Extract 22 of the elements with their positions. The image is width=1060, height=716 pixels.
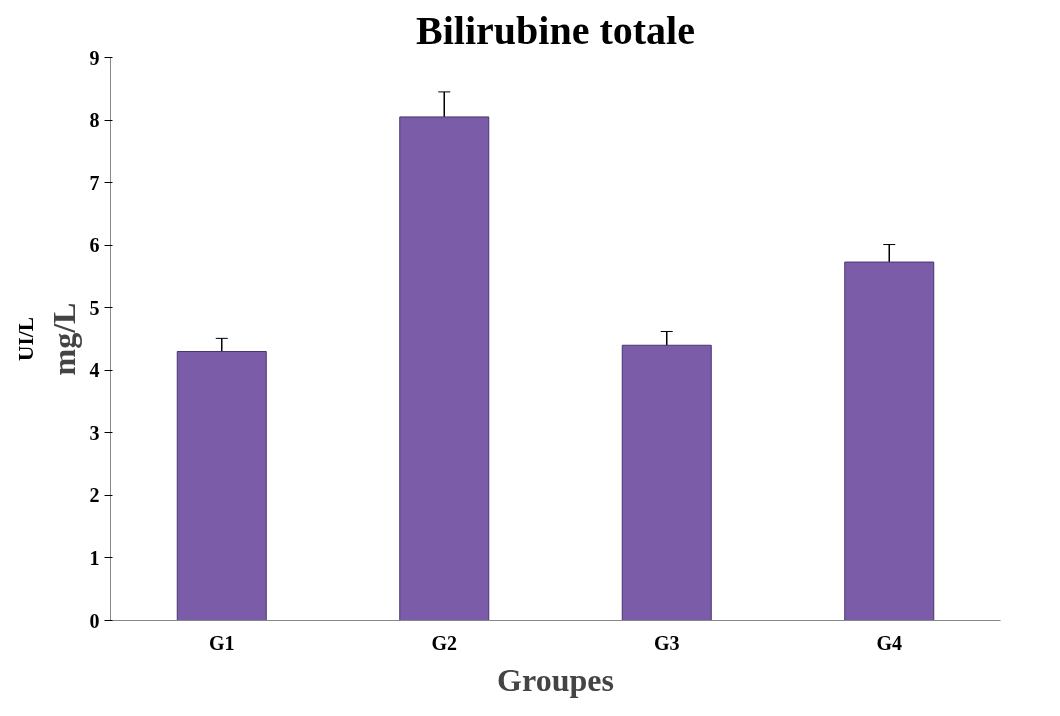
bar	[621, 344, 712, 621]
y-tick-label: 7	[89, 171, 100, 194]
x-axis-title: Groupes	[497, 661, 614, 698]
y-tick-label: 9	[89, 46, 100, 69]
y-tick-label: 3	[89, 421, 100, 444]
y-tick-label: 0	[89, 609, 100, 632]
bar	[844, 261, 935, 621]
bar	[176, 351, 267, 621]
x-tick-label: G1	[208, 631, 235, 654]
y-tick-label: 1	[89, 546, 100, 569]
y-axis-title: mg/L	[45, 302, 82, 376]
x-tick-label: G3	[653, 631, 680, 654]
text: UI/L	[13, 317, 38, 361]
y-tick-label: 2	[89, 484, 100, 507]
x-tick-label: G4	[876, 631, 903, 654]
chart-title: Bilirubine totale	[416, 7, 695, 53]
bar	[399, 116, 490, 621]
y-tick-label: 6	[89, 234, 100, 257]
y-tick-label: 8	[89, 109, 100, 132]
y-tick-label: 5	[89, 296, 100, 319]
x-tick-label: G2	[431, 631, 458, 654]
y-tick-label: 4	[89, 359, 100, 382]
